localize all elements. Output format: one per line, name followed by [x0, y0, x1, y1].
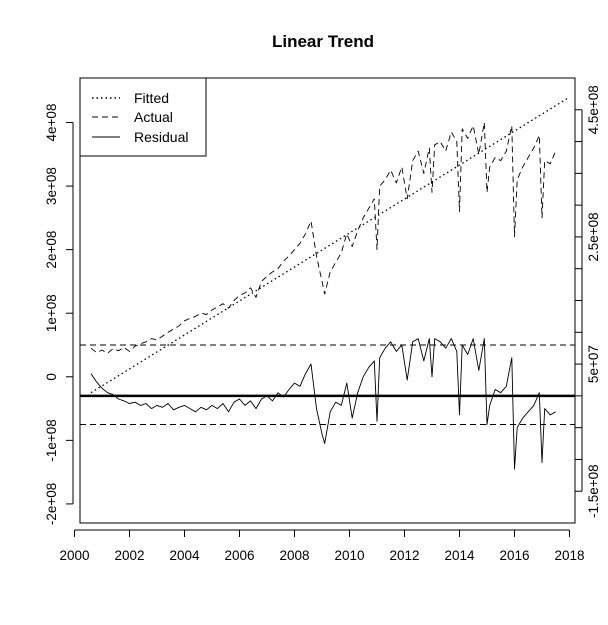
x-axis: 2000 2002 2004 2006 2008 2010 2012 2014 2016 2018 — [59, 529, 585, 563]
y-tick-label-3: 1e+08 — [44, 294, 59, 332]
y-tick-label-1: -1e+08 — [44, 419, 59, 461]
y2-tick-label-12: 4.5e+08 — [586, 85, 601, 134]
legend-label-residual: Residual — [134, 129, 188, 145]
series-layer — [90, 96, 570, 470]
y-tick-label-5: 3e+08 — [44, 167, 59, 205]
x-tick-label-1: 2002 — [114, 548, 144, 563]
y-tick-label-4: 2e+08 — [44, 231, 59, 269]
y-axis-right: -1.5e+08 5e+07 2.5e+08 4.5e+08 — [575, 85, 601, 518]
legend-box — [79, 77, 207, 157]
y-tick-label-2: 0 — [44, 373, 59, 381]
y2-tick-label-0: -1.5e+08 — [586, 464, 601, 518]
series-residual-line — [90, 338, 556, 470]
y-axis-left: -2e+08 -1e+08 0 1e+08 2e+08 3e+08 4e+08 — [44, 104, 74, 525]
x-tick-label-5: 2010 — [334, 548, 364, 563]
x-tick-label-0: 2000 — [59, 548, 89, 563]
x-tick-label-4: 2008 — [279, 548, 309, 563]
series-fitted-line — [90, 96, 570, 394]
chart-title: Linear Trend — [272, 32, 374, 51]
legend: Fitted Actual Residual — [79, 77, 207, 157]
y2-tick-label-8: 2.5e+08 — [586, 212, 601, 261]
legend-label-actual: Actual — [134, 109, 173, 125]
x-tick-label-2: 2004 — [169, 548, 200, 563]
x-tick-label-9: 2018 — [554, 548, 584, 563]
y-tick-label-0: -2e+08 — [44, 483, 59, 525]
reference-lines — [80, 344, 575, 425]
series-actual-line — [90, 122, 557, 354]
x-tick-label-3: 2006 — [224, 548, 254, 563]
legend-label-fitted: Fitted — [134, 90, 169, 106]
x-tick-label-7: 2014 — [444, 548, 475, 563]
x-tick-label-8: 2016 — [499, 548, 529, 563]
y-tick-label-6: 4e+08 — [44, 104, 59, 142]
y2-tick-label-4: 5e+07 — [586, 345, 601, 383]
x-tick-label-6: 2012 — [389, 548, 419, 563]
